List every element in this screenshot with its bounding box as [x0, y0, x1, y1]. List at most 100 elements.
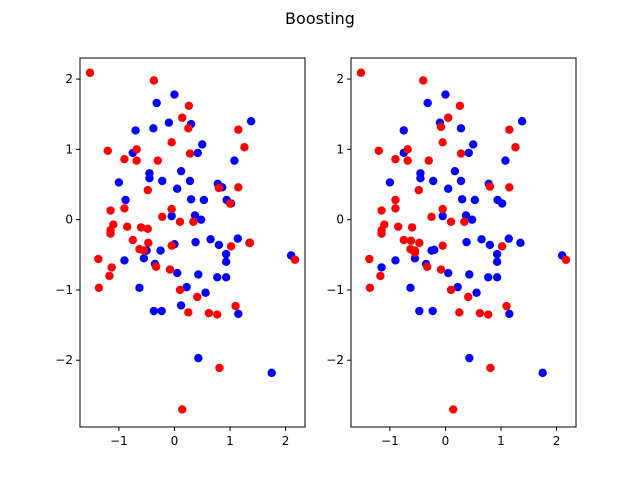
data-point	[441, 90, 450, 99]
data-point	[502, 301, 511, 311]
data-point	[178, 405, 187, 414]
data-point	[394, 222, 403, 231]
data-point	[193, 292, 202, 302]
data-point	[446, 285, 456, 295]
data-point	[152, 98, 161, 108]
data-point	[414, 185, 423, 195]
data-point	[365, 283, 375, 293]
data-point	[444, 184, 453, 193]
x-tick-label: 2	[282, 434, 290, 448]
data-point	[143, 185, 152, 195]
data-point	[444, 113, 453, 122]
data-point	[456, 176, 466, 186]
data-point	[184, 124, 193, 133]
data-point	[461, 211, 471, 220]
data-point	[214, 183, 224, 193]
data-point	[391, 204, 400, 213]
data-point	[391, 195, 400, 205]
data-point	[206, 235, 215, 244]
data-point	[94, 283, 104, 293]
data-point	[430, 245, 439, 255]
data-point	[204, 308, 214, 318]
data-point	[485, 240, 495, 250]
data-point	[427, 212, 436, 222]
data-point	[492, 257, 502, 267]
data-point	[399, 235, 408, 245]
data-point	[149, 306, 159, 316]
data-point	[356, 68, 366, 77]
data-point	[120, 155, 129, 164]
series-1	[114, 90, 296, 378]
x-tick-label: 0	[442, 434, 450, 448]
data-point	[465, 353, 474, 363]
data-point	[436, 122, 446, 132]
data-point	[173, 184, 182, 193]
data-point	[438, 211, 447, 221]
data-point	[501, 156, 510, 165]
data-point	[189, 217, 198, 226]
x-tick-label: 2	[553, 434, 561, 448]
data-point	[245, 238, 255, 248]
data-point	[143, 224, 152, 233]
data-point	[194, 353, 203, 363]
data-point	[538, 368, 547, 378]
data-point	[225, 199, 235, 208]
data-point	[178, 113, 187, 122]
data-point	[149, 76, 159, 85]
data-point	[391, 256, 400, 265]
y-tick-label: 1	[65, 142, 73, 156]
data-point	[123, 222, 132, 231]
data-point	[403, 156, 412, 165]
data-point	[103, 146, 112, 155]
data-point	[438, 241, 447, 250]
data-point	[221, 273, 231, 282]
data-point	[505, 183, 514, 192]
data-point	[196, 215, 206, 224]
data-point	[190, 211, 200, 220]
data-point	[428, 306, 437, 316]
data-point	[106, 206, 115, 215]
data-point	[419, 76, 428, 85]
data-point	[132, 145, 141, 154]
data-point	[131, 126, 140, 135]
data-point	[185, 149, 195, 158]
data-point	[128, 235, 137, 245]
data-point	[156, 246, 165, 255]
data-point	[438, 204, 447, 214]
data-point	[444, 268, 453, 278]
data-point	[191, 237, 200, 247]
data-point	[391, 155, 400, 164]
data-point	[423, 98, 432, 108]
data-point	[511, 143, 520, 152]
data-point	[460, 217, 469, 226]
series-2	[85, 68, 300, 414]
data-point	[464, 148, 473, 158]
data-point	[106, 229, 115, 238]
y-tick-label: 0	[336, 213, 344, 227]
data-point	[453, 282, 462, 292]
data-point	[194, 270, 203, 279]
data-point	[185, 176, 195, 186]
data-point	[120, 256, 129, 265]
data-point	[164, 118, 174, 127]
x-tick-label: −1	[110, 434, 128, 448]
data-point	[429, 176, 438, 186]
data-point	[561, 255, 571, 264]
data-point	[470, 195, 480, 205]
data-point	[234, 125, 243, 134]
y-tick-label: 1	[336, 142, 344, 156]
y-tick-label: 2	[65, 72, 73, 86]
data-point	[416, 173, 425, 183]
data-point	[415, 238, 424, 248]
data-point	[231, 301, 240, 311]
data-point	[157, 306, 166, 316]
data-point	[406, 236, 416, 245]
data-point	[469, 140, 478, 149]
data-point	[486, 363, 495, 373]
data-point	[149, 124, 158, 133]
y-tick-label: −1	[55, 283, 73, 297]
data-point	[462, 237, 471, 247]
data-point	[201, 288, 210, 297]
data-point	[184, 101, 194, 110]
